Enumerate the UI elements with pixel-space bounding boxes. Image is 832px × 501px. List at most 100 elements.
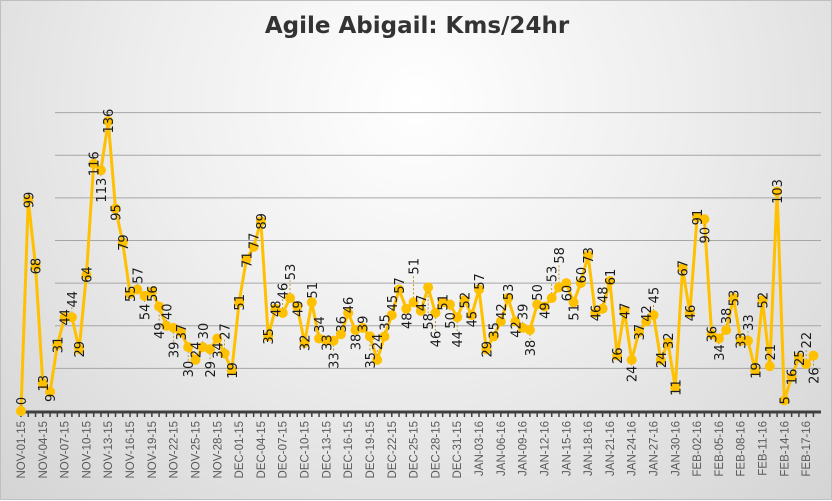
data-point bbox=[175, 327, 186, 338]
data-label: 49 bbox=[291, 300, 306, 317]
data-label: 27 bbox=[219, 323, 234, 340]
data-label: 58 bbox=[553, 247, 568, 264]
data-label: 53 bbox=[284, 264, 299, 281]
data-point bbox=[743, 335, 753, 346]
x-tick-label: JAN-15-16 bbox=[561, 421, 573, 476]
data-point bbox=[808, 350, 819, 361]
data-point bbox=[488, 331, 499, 342]
data-point bbox=[335, 329, 346, 340]
x-tick-label: FEB-02-16 bbox=[692, 421, 704, 477]
data-point bbox=[633, 327, 644, 338]
x-tick-label: DEC-04-15 bbox=[256, 421, 268, 479]
x-tick-label: DEC-25-15 bbox=[409, 421, 421, 479]
data-point bbox=[466, 310, 477, 321]
data-point bbox=[677, 263, 688, 274]
data-label: 5 bbox=[778, 396, 793, 404]
x-tick-label: NOV-22-15 bbox=[169, 421, 181, 479]
data-label: 35 bbox=[364, 352, 379, 369]
data-point bbox=[772, 186, 783, 197]
data-label: 67 bbox=[677, 260, 692, 277]
data-label: 32 bbox=[662, 333, 677, 350]
data-point bbox=[139, 290, 150, 301]
data-point bbox=[81, 269, 92, 280]
data-point bbox=[212, 333, 223, 344]
x-tick-label: DEC-07-15 bbox=[278, 421, 290, 479]
data-label: 99 bbox=[22, 192, 37, 209]
data-point bbox=[299, 337, 310, 348]
data-label: 35 bbox=[488, 322, 503, 339]
data-label: 46 bbox=[589, 305, 604, 322]
data-label: 60 bbox=[560, 285, 575, 302]
x-tick-label: DEC-22-15 bbox=[387, 421, 399, 479]
x-tick-label: NOV-01-15 bbox=[16, 421, 28, 479]
data-point bbox=[95, 165, 106, 176]
x-tick-label: JAN-06-16 bbox=[496, 421, 508, 476]
data-point bbox=[277, 307, 288, 318]
data-point bbox=[52, 339, 63, 350]
x-tick-label: JAN-09-16 bbox=[518, 421, 530, 476]
data-point bbox=[713, 333, 724, 344]
data-point bbox=[583, 250, 594, 261]
data-point bbox=[270, 303, 281, 314]
data-point bbox=[495, 316, 506, 327]
x-tick-label: JAN-24-16 bbox=[627, 421, 639, 476]
data-label: 48 bbox=[597, 286, 612, 303]
data-point bbox=[568, 297, 579, 308]
data-label: 33 bbox=[328, 352, 343, 369]
x-tick-label: JAN-21-16 bbox=[605, 421, 617, 476]
chart-title: Agile Abigail: Kms/24hr bbox=[264, 13, 570, 39]
data-label: 32 bbox=[299, 335, 314, 352]
data-point bbox=[226, 365, 237, 376]
data-label: 103 bbox=[771, 179, 786, 204]
data-label: 73 bbox=[582, 247, 597, 264]
data-label: 33 bbox=[742, 314, 757, 331]
data-label: 48 bbox=[269, 300, 284, 317]
data-point bbox=[125, 288, 136, 299]
data-point bbox=[575, 278, 586, 289]
data-point bbox=[663, 337, 674, 348]
data-label: 45 bbox=[647, 287, 662, 304]
data-label: 42 bbox=[495, 303, 510, 320]
data-point bbox=[284, 293, 295, 304]
data-point bbox=[168, 322, 179, 333]
data-point bbox=[626, 354, 637, 365]
data-point bbox=[328, 335, 339, 346]
data-point bbox=[343, 307, 354, 318]
data-point bbox=[561, 278, 572, 289]
data-label: 57 bbox=[473, 273, 488, 290]
data-point bbox=[459, 295, 470, 306]
data-label: 37 bbox=[175, 324, 190, 341]
x-tick-label: FEB-05-16 bbox=[714, 421, 726, 477]
data-point bbox=[430, 307, 441, 318]
x-tick-label: JAN-27-16 bbox=[648, 421, 660, 476]
data-label: 24 bbox=[655, 352, 670, 369]
data-point bbox=[146, 286, 157, 297]
data-point bbox=[793, 352, 804, 363]
x-tick-label: JAN-18-16 bbox=[583, 421, 595, 476]
data-point bbox=[444, 299, 455, 310]
data-label: 34 bbox=[713, 344, 728, 361]
data-point bbox=[394, 284, 405, 295]
data-label: 39 bbox=[357, 316, 372, 333]
data-point bbox=[735, 335, 746, 346]
x-tick-label: FEB-08-16 bbox=[736, 421, 748, 477]
x-tick-label: NOV-16-15 bbox=[125, 421, 137, 479]
data-point bbox=[721, 325, 732, 336]
data-label: 21 bbox=[764, 344, 779, 361]
data-label: 26 bbox=[807, 367, 822, 384]
data-label: 44 bbox=[451, 331, 466, 348]
data-point bbox=[655, 354, 666, 365]
data-point bbox=[641, 316, 652, 327]
data-point bbox=[648, 310, 659, 321]
data-label: 50 bbox=[444, 312, 459, 329]
data-label: 53 bbox=[727, 290, 742, 307]
x-tick-label: JAN-12-16 bbox=[539, 421, 551, 476]
data-label: 136 bbox=[102, 109, 117, 134]
data-point bbox=[503, 293, 514, 304]
data-point bbox=[539, 301, 550, 312]
data-label: 56 bbox=[146, 285, 161, 302]
data-label: 45 bbox=[466, 311, 481, 328]
data-point bbox=[386, 310, 397, 321]
data-point bbox=[45, 386, 56, 397]
